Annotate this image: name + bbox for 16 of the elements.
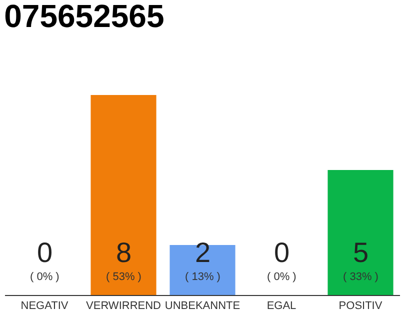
data-label: 0 (274, 237, 290, 268)
annotation: ( 13% ) (185, 271, 220, 283)
x-tick-label: NEGATIV (20, 300, 69, 312)
data-label: 5 (353, 237, 369, 268)
chart-title: 075652565 (4, 0, 164, 34)
annotation: ( 0% ) (267, 271, 296, 283)
annotation: ( 53% ) (106, 271, 142, 283)
data-label: 8 (116, 237, 132, 268)
data-label: 0 (37, 237, 53, 268)
x-tick-label: POSITIV (338, 300, 383, 312)
annotation: ( 0% ) (30, 271, 60, 283)
annotation: ( 33% ) (343, 271, 378, 283)
data-label: 2 (195, 237, 211, 268)
x-tick-label: VERWIRREND (86, 300, 162, 312)
x-tick-label: UNBEKANNTE (164, 300, 240, 312)
x-tick-label: EGAL (266, 300, 296, 312)
